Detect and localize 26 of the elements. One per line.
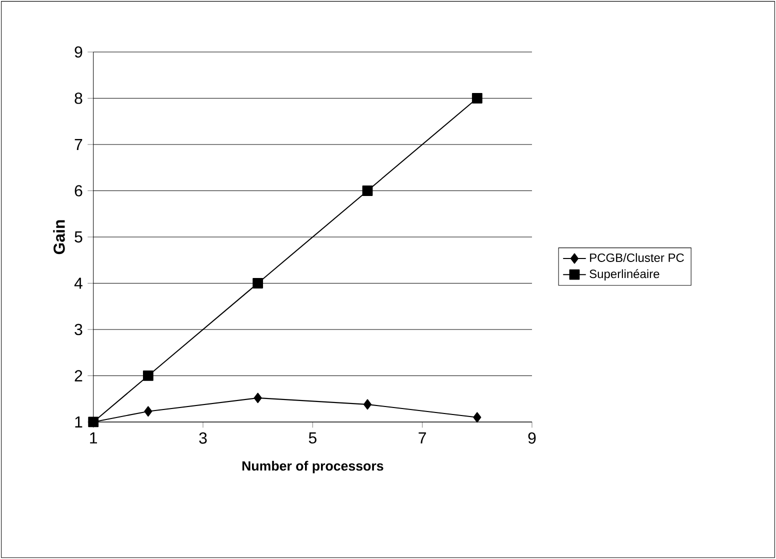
x-tick-label: 9 xyxy=(528,432,536,444)
y-tick-label: 1 xyxy=(75,416,82,428)
y-tick-label: 4 xyxy=(74,278,82,289)
x-tick-label: 1 xyxy=(90,432,97,444)
point xyxy=(472,93,482,104)
point xyxy=(144,406,152,417)
y-tick-label: 9 xyxy=(74,46,82,58)
y-axis-title: Gain xyxy=(53,220,65,254)
point xyxy=(252,278,264,288)
y-tick-label: 3 xyxy=(74,324,82,336)
point xyxy=(254,392,262,404)
y-tick-label: 8 xyxy=(74,92,82,104)
point xyxy=(362,186,373,196)
x-tick-label: 5 xyxy=(308,432,316,444)
point xyxy=(473,412,482,423)
y-tick-label: 2 xyxy=(74,370,82,382)
y-tick-label: 5 xyxy=(74,231,82,243)
point xyxy=(363,399,372,410)
x-tick-label: 7 xyxy=(418,432,426,444)
point xyxy=(142,370,154,381)
legend-label: Superlinéaire xyxy=(590,269,660,281)
y-tick-label: 6 xyxy=(74,185,82,196)
x-axis-title: Number of processors xyxy=(242,460,384,474)
y-tick-label: 7 xyxy=(74,139,82,150)
legend-label: PCGB/Cluster PC xyxy=(590,253,684,262)
x-tick-label: 3 xyxy=(199,432,207,444)
